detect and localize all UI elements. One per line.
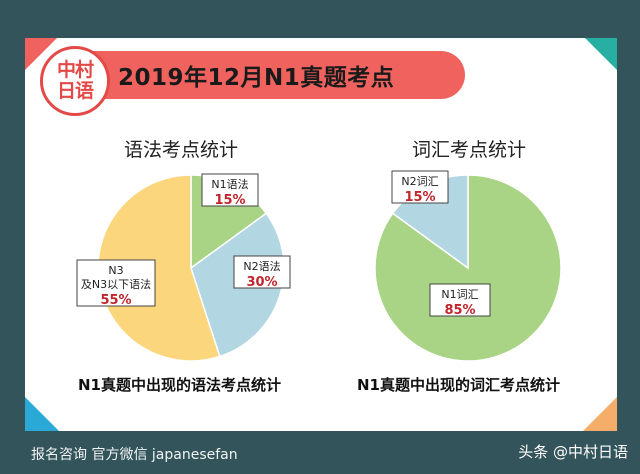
slice-label-box: [201, 173, 259, 207]
vocab-chart-caption: N1真题中出现的词汇考点统计: [357, 376, 560, 394]
grammar-chart-caption: N1真题中出现的语法考点统计: [78, 376, 281, 394]
title-banner: 2019年12月N1真题考点: [84, 51, 465, 99]
slice-label-text: N1词汇: [441, 288, 478, 301]
slice-value-label: 55%: [100, 293, 131, 308]
source-watermark: 头条 @中村日语: [518, 443, 628, 461]
slice-label-text: N3: [108, 264, 123, 277]
slice-label: N1词汇 85%: [429, 283, 491, 318]
slice-value-label: 30%: [246, 275, 277, 290]
slice-label-text: N2语法: [243, 259, 280, 273]
slice-label-text: N2词汇: [401, 175, 438, 188]
slice-value-label: 85%: [444, 303, 475, 318]
brand-logo: 中村 日语: [40, 46, 110, 116]
slice-label-text: N1语法: [211, 177, 248, 191]
slice-label-box: [76, 259, 156, 307]
logo-line-1: 中村: [56, 59, 94, 81]
contact-footer: 报名咨询 官方微信 japanesefan: [31, 447, 238, 463]
corner-accent-top-right: [585, 38, 617, 70]
slice-label: N1语法 15%: [201, 173, 259, 208]
slice-label: N2词汇 15%: [391, 170, 449, 205]
corner-accent-bottom-left: [25, 397, 59, 431]
logo-line-2: 日语: [56, 80, 94, 102]
vocab-pie-chart: N1词汇 85% N2词汇 15%: [374, 170, 562, 362]
slice-value-label: 15%: [404, 190, 435, 205]
slice-value-label: 15%: [214, 193, 245, 208]
vocab-chart-title: 词汇考点统计: [412, 139, 527, 161]
grammar-chart-title: 语法考点统计: [124, 139, 239, 161]
slice-label-text: 及N3以下语法: [81, 277, 151, 291]
slice-label-box: [429, 283, 491, 317]
slice-label: N2语法 30%: [233, 255, 291, 290]
slice-label-box: [233, 255, 291, 289]
slice-label-box: [391, 170, 449, 204]
page-title: 2019年12月N1真题考点: [118, 65, 395, 91]
corner-accent-bottom-right: [583, 397, 617, 431]
